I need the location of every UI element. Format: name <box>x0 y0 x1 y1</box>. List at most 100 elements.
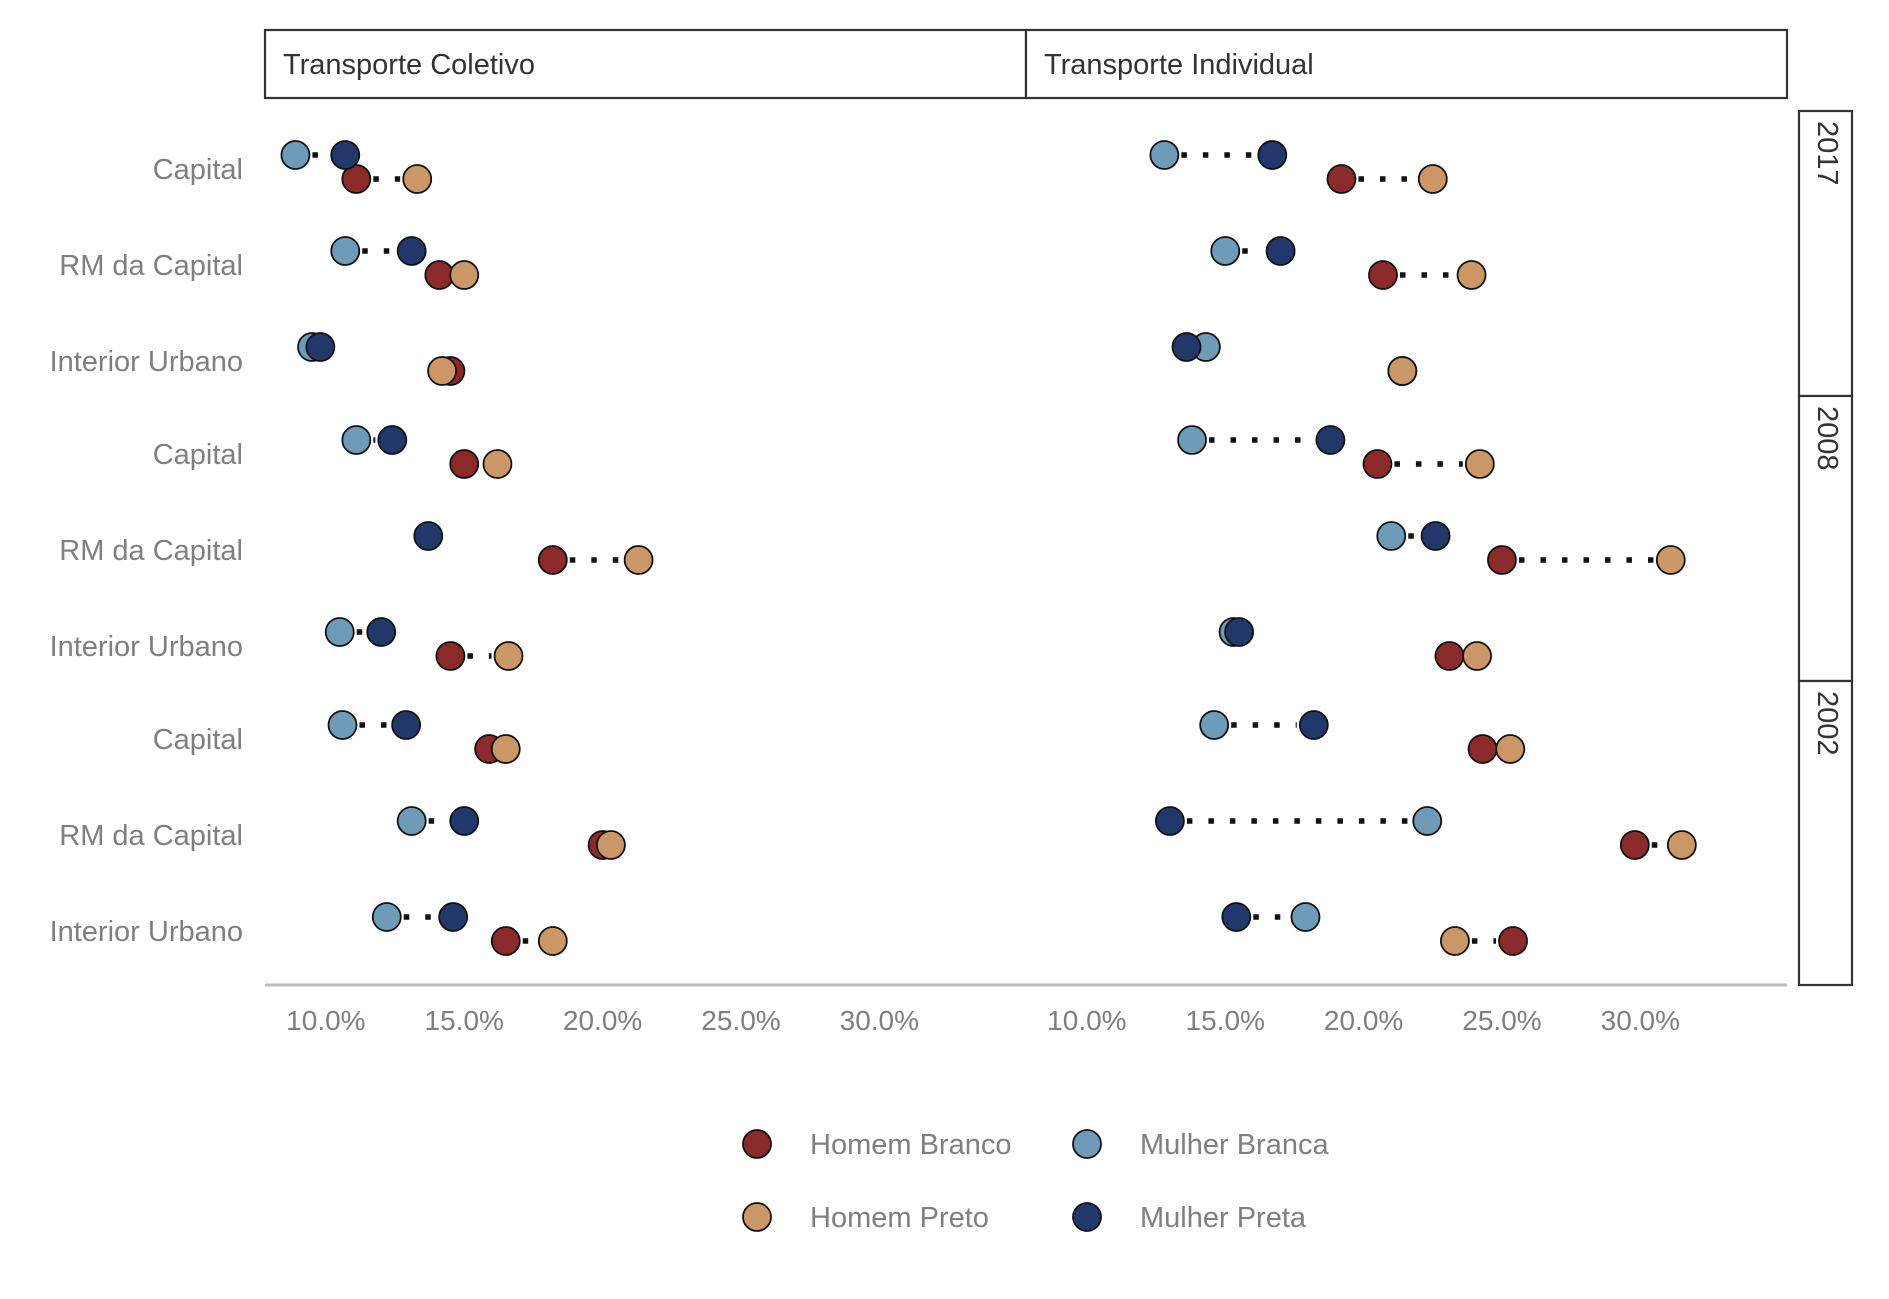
point-homem-branco-transporte-coletivo-2008-interior-urbano <box>435 641 466 671</box>
point-mulher-branca-transporte-coletivo-2008-capital <box>341 425 372 455</box>
row-label-interior-urbano-2008: Interior Urbano <box>50 631 243 663</box>
point-mulher-preta-transporte-individual-2002-capital <box>1298 710 1329 740</box>
row-label-capital-2008: Capital <box>153 439 243 471</box>
year-label-2017: 2017 <box>1811 121 1843 186</box>
point-homem-preto-transporte-coletivo-2002-interior-urbano <box>537 926 568 956</box>
point-homem-branco-transporte-coletivo-2008-rm-da-capital <box>537 545 568 575</box>
facet-label-transporte-coletivo: Transporte Coletivo <box>283 49 535 81</box>
point-mulher-branca-transporte-individual-2017-rm-da-capital <box>1210 236 1241 266</box>
point-homem-preto-transporte-coletivo-2017-capital <box>402 164 433 194</box>
point-mulher-preta-transporte-individual-2017-capital <box>1257 140 1288 170</box>
point-mulher-branca-transporte-individual-2002-rm-da-capital <box>1412 806 1443 836</box>
row-label-capital-2017: Capital <box>153 154 243 186</box>
point-mulher-preta-transporte-individual-2008-interior-urbano <box>1224 617 1254 647</box>
row-label-capital-2002: Capital <box>153 724 243 756</box>
point-mulher-preta-transporte-coletivo-2002-interior-urbano <box>438 902 469 932</box>
legend-key-mulher-branca <box>1072 1129 1102 1159</box>
point-homem-preto-transporte-coletivo-2017-rm-da-capital <box>449 260 480 290</box>
point-mulher-preta-transporte-individual-2002-rm-da-capital <box>1154 806 1185 836</box>
point-homem-preto-transporte-individual-2002-rm-da-capital <box>1666 830 1697 860</box>
point-mulher-branca-transporte-coletivo-2002-rm-da-capital <box>396 806 427 836</box>
point-homem-preto-transporte-individual-2002-capital <box>1495 734 1526 764</box>
point-mulher-branca-transporte-individual-2008-rm-da-capital <box>1376 521 1407 551</box>
point-mulher-branca-transporte-individual-2002-interior-urbano <box>1290 902 1321 932</box>
point-mulher-preta-transporte-individual-2017-interior-urbano <box>1171 332 1202 362</box>
legend-key-homem-branco <box>742 1129 772 1159</box>
legend-label-mulher-preta: Mulher Preta <box>1140 1202 1307 1234</box>
point-homem-branco-transporte-individual-2008-rm-da-capital <box>1487 545 1517 575</box>
point-homem-branco-transporte-individual-2002-rm-da-capital <box>1619 830 1650 860</box>
point-homem-branco-transporte-coletivo-2002-interior-urbano <box>490 926 521 956</box>
point-homem-preto-transporte-individual-2008-rm-da-capital <box>1655 545 1686 575</box>
point-homem-preto-transporte-individual-2002-interior-urbano <box>1440 926 1470 956</box>
legend-label-homem-branco: Homem Branco <box>810 1129 1011 1161</box>
point-homem-preto-transporte-individual-2017-capital <box>1417 164 1448 194</box>
point-mulher-preta-transporte-individual-2002-interior-urbano <box>1221 902 1252 932</box>
x-tick-label-transporte-individual-15-0: 15.0% <box>1186 1005 1265 1036</box>
point-homem-branco-transporte-individual-2017-capital <box>1326 164 1357 194</box>
year-label-2002: 2002 <box>1811 691 1843 756</box>
year-strip-2008 <box>1797 394 1854 683</box>
point-homem-preto-transporte-coletivo-2017-interior-urbano <box>427 356 458 386</box>
year-label-2008: 2008 <box>1811 406 1843 471</box>
point-mulher-preta-transporte-individual-2017-rm-da-capital <box>1265 236 1296 266</box>
point-homem-branco-transporte-individual-2002-interior-urbano <box>1498 926 1528 956</box>
point-homem-preto-transporte-coletivo-2008-rm-da-capital <box>623 545 654 575</box>
row-label-rm-da-capital-2008: RM da Capital <box>59 535 243 567</box>
point-mulher-branca-transporte-coletivo-2017-capital <box>280 140 311 170</box>
year-strip-2002 <box>1797 679 1854 987</box>
point-mulher-branca-transporte-individual-2008-capital <box>1177 425 1207 455</box>
legend-label-homem-preto: Homem Preto <box>810 1202 989 1234</box>
point-mulher-preta-transporte-coletivo-2017-rm-da-capital <box>396 236 427 266</box>
facet-strip-transporte-coletivo <box>263 28 1028 100</box>
x-tick-label-transporte-coletivo-10-0: 10.0% <box>286 1005 365 1036</box>
legend-key-mulher-preta <box>1072 1202 1102 1232</box>
point-mulher-preta-transporte-individual-2008-rm-da-capital <box>1420 521 1451 551</box>
point-mulher-preta-transporte-coletivo-2017-interior-urbano <box>305 332 336 362</box>
point-homem-preto-transporte-individual-2008-interior-urbano <box>1462 641 1492 671</box>
row-label-rm-da-capital-2017: RM da Capital <box>59 250 243 282</box>
point-homem-preto-transporte-coletivo-2002-capital <box>490 734 521 764</box>
x-tick-label-transporte-coletivo-25-0: 25.0% <box>701 1005 780 1036</box>
x-tick-label-transporte-individual-10-0: 10.0% <box>1047 1005 1126 1036</box>
point-homem-branco-transporte-individual-2002-capital <box>1467 734 1498 764</box>
row-label-interior-urbano-2002: Interior Urbano <box>50 916 243 948</box>
x-tick-label-transporte-coletivo-30-0: 30.0% <box>840 1005 919 1036</box>
point-mulher-preta-transporte-coletivo-2002-rm-da-capital <box>449 806 480 836</box>
x-tick-label-transporte-coletivo-20-0: 20.0% <box>563 1005 642 1036</box>
row-label-rm-da-capital-2002: RM da Capital <box>59 820 243 852</box>
point-mulher-branca-transporte-coletivo-2017-rm-da-capital <box>330 236 361 266</box>
point-homem-preto-transporte-coletivo-2008-interior-urbano <box>493 641 524 671</box>
point-homem-preto-transporte-individual-2017-rm-da-capital <box>1456 260 1487 290</box>
point-mulher-branca-transporte-individual-2002-capital <box>1199 710 1230 740</box>
point-homem-branco-transporte-coletivo-2008-capital <box>449 449 480 479</box>
x-tick-label-transporte-individual-25-0: 25.0% <box>1462 1005 1541 1036</box>
point-mulher-preta-transporte-coletivo-2002-capital <box>391 710 422 740</box>
point-mulher-preta-transporte-coletivo-2017-capital <box>330 140 361 170</box>
point-homem-preto-transporte-coletivo-2002-rm-da-capital <box>596 830 626 860</box>
point-mulher-branca-transporte-coletivo-2008-interior-urbano <box>324 617 355 647</box>
row-label-interior-urbano-2017: Interior Urbano <box>50 346 243 378</box>
legend-key-homem-preto <box>742 1202 772 1232</box>
facet-label-transporte-individual: Transporte Individual <box>1044 49 1314 81</box>
legend-label-mulher-branca: Mulher Branca <box>1140 1129 1329 1161</box>
point-mulher-preta-transporte-individual-2008-capital <box>1315 425 1346 455</box>
point-mulher-preta-transporte-coletivo-2008-interior-urbano <box>366 617 397 647</box>
point-mulher-preta-transporte-coletivo-2008-capital <box>377 425 408 455</box>
facet-strip-transporte-individual <box>1024 28 1789 100</box>
x-tick-label-transporte-individual-30-0: 30.0% <box>1601 1005 1680 1036</box>
point-homem-preto-transporte-individual-2008-capital <box>1464 449 1495 479</box>
point-homem-branco-transporte-individual-2017-rm-da-capital <box>1368 260 1398 290</box>
point-mulher-branca-transporte-coletivo-2002-interior-urbano <box>371 902 402 932</box>
x-tick-label-transporte-coletivo-15-0: 15.0% <box>425 1005 504 1036</box>
point-homem-branco-transporte-coletivo-2017-capital <box>341 164 372 194</box>
point-homem-branco-transporte-coletivo-2017-rm-da-capital <box>424 260 455 290</box>
point-homem-branco-transporte-individual-2008-capital <box>1362 449 1393 479</box>
point-homem-branco-transporte-individual-2008-interior-urbano <box>1434 641 1465 671</box>
point-mulher-branca-transporte-individual-2017-capital <box>1149 140 1180 170</box>
point-mulher-branca-transporte-coletivo-2002-capital <box>327 710 358 740</box>
point-homem-preto-transporte-coletivo-2008-capital <box>482 449 513 479</box>
point-mulher-preta-transporte-coletivo-2008-rm-da-capital <box>413 521 444 551</box>
point-homem-preto-transporte-individual-2017-interior-urbano <box>1387 356 1418 386</box>
